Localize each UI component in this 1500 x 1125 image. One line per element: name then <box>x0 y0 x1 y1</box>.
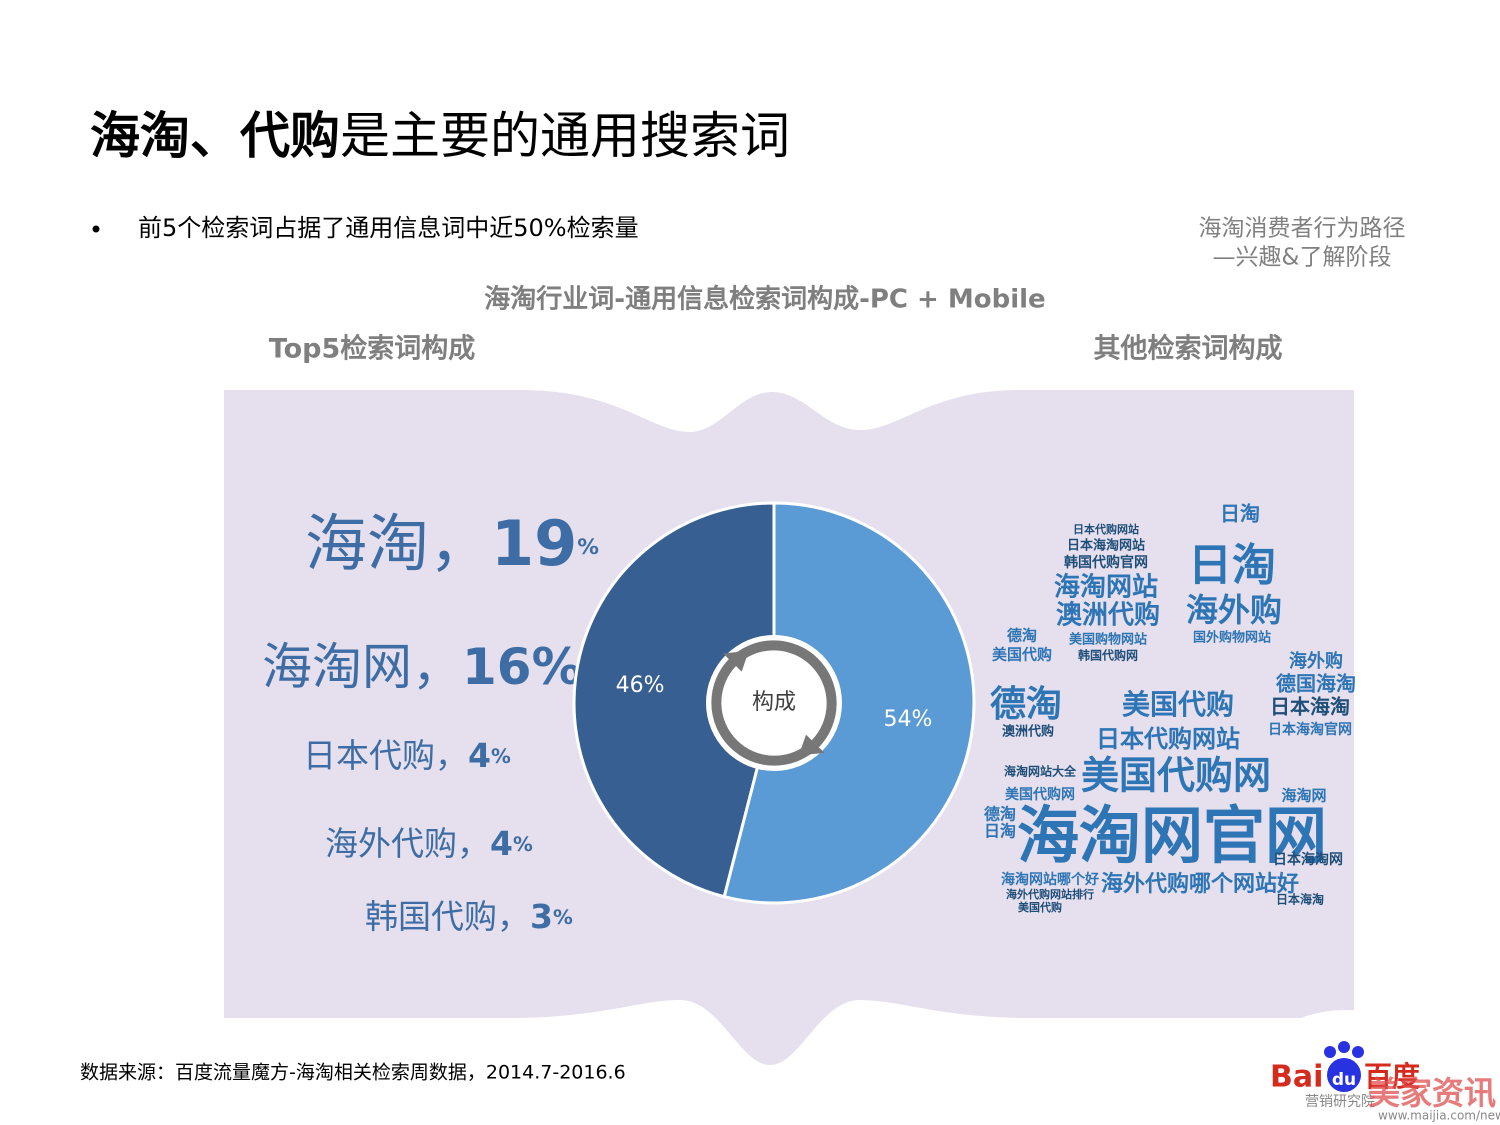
cloud-word: 美国代购网 <box>1081 754 1271 798</box>
watermark: 美家资讯 <box>1368 1074 1496 1112</box>
cloud-word: 澳洲代购 <box>1002 724 1054 740</box>
top5-item: 海淘网，16% <box>262 638 582 696</box>
top5-term: 海淘网， <box>262 638 462 696</box>
cloud-word: 海外代购网站排行 <box>1006 887 1094 901</box>
cloud-word: 美国代购 <box>1122 688 1234 721</box>
top5-term: 海外代购， <box>325 824 490 863</box>
cloud-word: 德淘 <box>984 805 1016 824</box>
cloud-word: 日本海淘官网 <box>1268 721 1352 738</box>
cloud-word: 日本代购网站 <box>1096 725 1240 753</box>
cloud-word: 德淘 <box>990 684 1062 725</box>
arrow-head <box>798 734 825 756</box>
cloud-word: 美国购物网站 <box>1069 632 1147 648</box>
top5-item: 韩国代购，3% <box>365 897 573 936</box>
top5-value: 4 <box>468 736 491 775</box>
cloud-word: 日本代购网站 <box>1073 522 1139 536</box>
top5-value: 16 <box>462 638 532 696</box>
center-label: 构成 <box>752 690 796 715</box>
title-rest: 是主要的通用搜索词 <box>340 107 790 165</box>
top5-term: 韩国代购， <box>365 897 530 936</box>
cloud-word: 日淘 <box>1220 502 1260 526</box>
logo-sub: 营销研究院 <box>1305 1094 1375 1110</box>
cloud-word: 海淘网站 <box>1054 573 1158 603</box>
top5-term: 海淘， <box>305 507 491 580</box>
cloud-word: 海淘网 <box>1281 787 1326 805</box>
cloud-word: 海淘网站哪个好 <box>1001 871 1099 888</box>
left-heading: Top5检索词构成 <box>269 333 476 365</box>
cycle-arrow <box>728 640 837 748</box>
logo-paw <box>1338 1041 1350 1053</box>
slice-label: 54% <box>883 707 932 732</box>
donut-chart: 46% 54% 构成 <box>572 501 976 905</box>
cloud-word: 日本海淘网 <box>1273 851 1343 868</box>
arrow-head <box>723 650 749 672</box>
right-heading: 其他检索词构成 <box>1094 333 1283 365</box>
cloud-word: 海淘网官网 <box>1017 799 1327 872</box>
cloud-word: 日本海淘 <box>1270 695 1350 719</box>
top5-value: 4 <box>490 824 513 863</box>
cloud-word: 澳洲代购 <box>1056 601 1160 631</box>
cloud-word: 韩国代购网 <box>1078 648 1138 663</box>
slice <box>722 501 976 905</box>
top5-unit: % <box>513 833 533 856</box>
cloud-word: 美国代购网 <box>1005 786 1075 803</box>
top5-unit: % <box>491 745 511 768</box>
slice-label: 46% <box>616 673 665 698</box>
section-label: 海淘消费者行为路径 <box>1199 216 1406 242</box>
cloud-word: 海外购 <box>1186 591 1282 629</box>
cloud-word: 国外购物网站 <box>1193 630 1271 646</box>
top5-value: 3 <box>530 897 553 936</box>
logo-paw <box>1352 1046 1364 1058</box>
cloud-word: 海外购 <box>1289 650 1343 672</box>
top5-unit: % <box>577 535 599 560</box>
chart-title: 海淘行业词-通用信息检索词构成-PC + Mobile <box>484 284 1045 315</box>
top5-item: 海外代购，4% <box>325 824 533 863</box>
cloud-word: 海外代购哪个网站好 <box>1101 871 1299 897</box>
top5-value: 19 <box>491 507 577 580</box>
logo-paw <box>1327 1058 1361 1092</box>
bullet-dot <box>92 225 100 233</box>
logo-baidu: 百度 <box>1364 1060 1420 1093</box>
top5-unit: % <box>553 906 573 929</box>
cloud-word: 美国代购 <box>1018 900 1062 914</box>
title: 海淘、代购是主要的通用搜索词 <box>90 106 790 165</box>
section-label: —兴趣&了解阶段 <box>1213 245 1392 271</box>
logo-du: du <box>1332 1070 1356 1090</box>
bullet-text: 前5个检索词占据了通用信息词中近50%检索量 <box>138 214 639 242</box>
cloud-word: 德国海淘 <box>1276 672 1356 696</box>
slice <box>572 501 776 899</box>
cycle-arrow <box>711 658 819 766</box>
watermark-url: www.maijia.com/news <box>1378 1109 1500 1123</box>
logo-paw <box>1324 1046 1336 1058</box>
cloud-word: 海淘网站大全 <box>1004 764 1077 779</box>
top5-item: 海淘，19% <box>305 507 599 580</box>
cloud-word: 美国代购 <box>992 646 1052 664</box>
top5-list: 海淘，19%海淘网，16%日本代购，4%海外代购，4%韩国代购，3% <box>262 507 599 935</box>
source: 数据来源：百度流量魔方-海淘相关检索周数据，2014.7-2016.6 <box>80 1062 626 1084</box>
cloud-word: 日淘 <box>984 822 1016 841</box>
cloud-word: 德淘 <box>1007 627 1037 645</box>
top5-term: 日本代购， <box>303 736 468 775</box>
cloud-word: 日本海淘网站 <box>1067 538 1145 554</box>
cloud-word: 日本海淘 <box>1276 892 1324 907</box>
cloud-word: 韩国代购官网 <box>1064 554 1148 571</box>
cloud-word: 日淘 <box>1188 540 1276 591</box>
top5-item: 日本代购，4% <box>303 736 511 775</box>
logo-bai: Bai <box>1270 1060 1323 1095</box>
title-bold: 海淘、代购 <box>90 106 340 165</box>
